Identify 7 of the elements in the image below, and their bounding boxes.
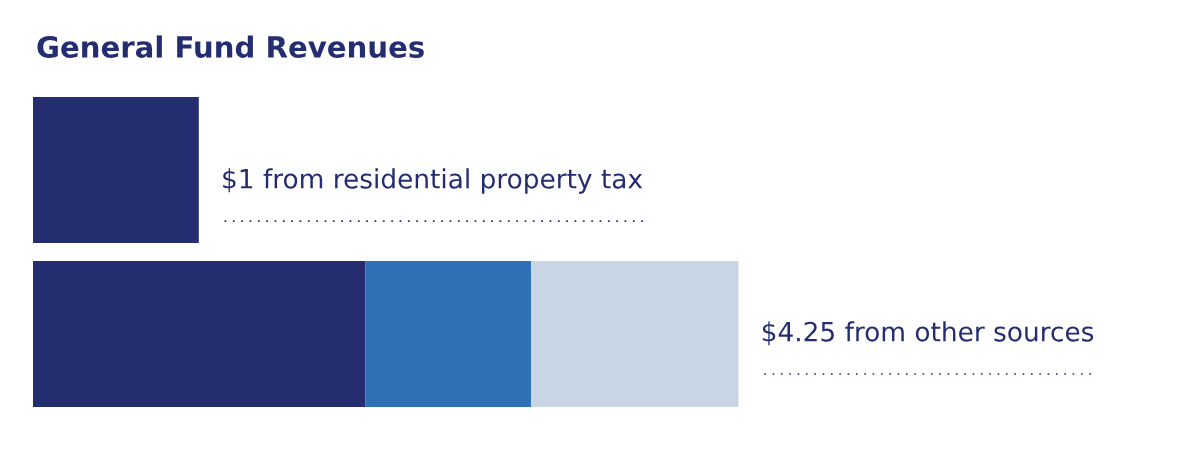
bar — [33, 96, 199, 243]
chart-title: General Fund Revenues — [37, 35, 424, 58]
text: $4.25 from other sources — [762, 321, 1094, 346]
bar — [365, 260, 532, 407]
bar — [33, 260, 366, 407]
annotation: $1 from residential property tax — [223, 168, 643, 194]
bar — [531, 260, 739, 407]
